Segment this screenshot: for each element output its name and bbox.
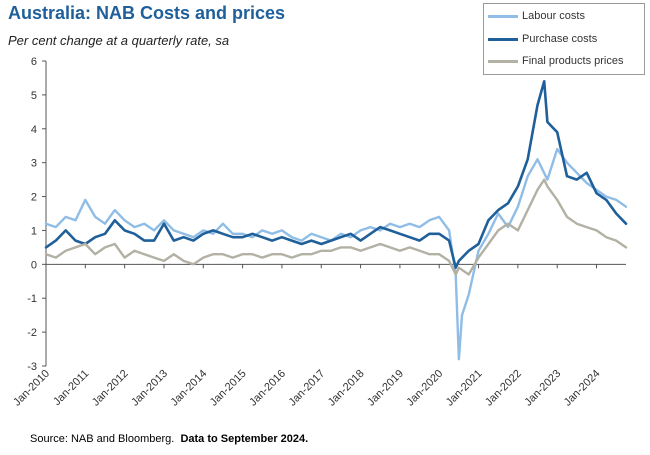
legend-label-purchase: Purchase costs [522,33,598,45]
y-tick-label: 2 [31,192,37,204]
x-tick-label: Jan-2014 [168,368,209,409]
x-tick-label: Jan-2023 [522,368,563,409]
x-tick-label: Jan-2010 [11,368,52,409]
legend: Labour costs Purchase costs Final produc… [483,3,645,75]
legend-item-purchase: Purchase costs [488,30,597,48]
x-tick-label: Jan-2013 [129,368,170,409]
y-tick-label: -1 [27,293,37,305]
x-tick-label: Jan-2022 [483,368,524,409]
x-tick-label: Jan-2016 [247,368,288,409]
y-tick-label: 1 [31,225,37,237]
y-tick-label: 5 [31,90,37,102]
legend-label-final: Final products prices [522,55,624,67]
x-tick-label: Jan-2020 [404,368,445,409]
legend-swatch-purchase [488,37,518,41]
y-tick-label: -2 [27,327,37,339]
x-tick-label: Jan-2012 [90,368,131,409]
y-tick-label: 0 [31,259,37,271]
x-tick-label: Jan-2021 [444,368,485,409]
data-date-note: Data to September 2024. [180,433,309,445]
x-tick-label: Jan-2018 [326,368,367,409]
source-text: Source: NAB and Bloomberg. [30,433,175,445]
legend-swatch-labour [488,14,518,18]
series-line-purchase [44,80,628,269]
y-tick-label: -3 [27,361,37,373]
series-line-final [44,178,628,276]
x-tick-label: Jan-2011 [51,368,91,408]
legend-item-labour: Labour costs [488,7,585,25]
y-tick-label: 6 [31,56,37,68]
legend-label-labour: Labour costs [522,10,585,22]
x-tick-label: Jan-2017 [286,368,327,409]
x-tick-label: Jan-2015 [208,368,249,409]
chart-title: Australia: NAB Costs and prices [8,3,286,23]
legend-item-final: Final products prices [488,52,624,70]
x-tick-label: Jan-2024 [562,368,603,409]
source-note: Source: NAB and Bloomberg. Data to Septe… [30,433,308,445]
y-tick-label: 4 [31,124,37,136]
x-tick-label: Jan-2019 [365,368,406,409]
series-line-labour [44,147,628,361]
chart-subtitle: Per cent change at a quarterly rate, sa [8,33,230,48]
y-tick-label: 3 [31,158,37,170]
legend-swatch-final [488,59,518,63]
